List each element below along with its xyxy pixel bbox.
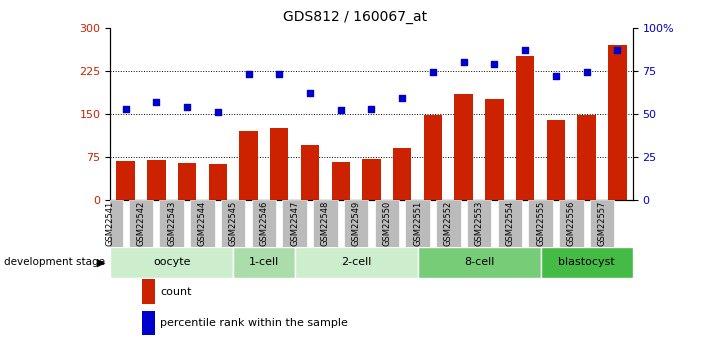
- Text: GSM22555: GSM22555: [536, 201, 545, 246]
- Text: GSM22553: GSM22553: [474, 201, 483, 246]
- Text: GSM22541: GSM22541: [106, 201, 114, 246]
- Bar: [363, 159, 380, 200]
- Point: [151, 99, 162, 105]
- Bar: [424, 115, 442, 200]
- Text: count: count: [160, 287, 191, 296]
- Bar: [301, 146, 319, 200]
- Point: [304, 90, 316, 96]
- Text: blastocyst: blastocyst: [558, 257, 615, 267]
- Text: percentile rank within the sample: percentile rank within the sample: [160, 318, 348, 327]
- Bar: [240, 131, 258, 200]
- Text: 8-cell: 8-cell: [464, 257, 494, 267]
- Bar: [117, 161, 135, 200]
- Point: [365, 106, 377, 111]
- Point: [520, 47, 531, 53]
- Bar: [190, 200, 215, 247]
- Bar: [547, 120, 565, 200]
- Text: GSM22552: GSM22552: [444, 201, 453, 246]
- Text: GSM22547: GSM22547: [290, 201, 299, 246]
- Text: 2-cell: 2-cell: [341, 257, 371, 267]
- Bar: [577, 115, 596, 200]
- Point: [458, 59, 469, 65]
- Bar: [270, 128, 289, 200]
- Point: [427, 70, 439, 75]
- Text: GSM22551: GSM22551: [413, 201, 422, 246]
- Point: [581, 70, 592, 75]
- Point: [274, 71, 285, 77]
- Bar: [436, 200, 461, 247]
- Bar: [178, 163, 196, 200]
- Text: GSM22543: GSM22543: [167, 201, 176, 246]
- Point: [550, 73, 562, 79]
- Bar: [589, 200, 614, 247]
- Bar: [485, 99, 503, 200]
- Bar: [282, 200, 307, 247]
- Point: [120, 106, 132, 111]
- Bar: [454, 94, 473, 200]
- Bar: [233, 247, 294, 278]
- Text: GSM22554: GSM22554: [506, 201, 514, 246]
- Bar: [375, 200, 399, 247]
- Bar: [498, 200, 522, 247]
- Text: GSM22549: GSM22549: [352, 201, 360, 246]
- Bar: [540, 247, 633, 278]
- Bar: [159, 200, 184, 247]
- Point: [335, 108, 346, 113]
- Bar: [405, 200, 430, 247]
- Text: GSM22557: GSM22557: [597, 201, 606, 246]
- Bar: [98, 200, 122, 247]
- Point: [243, 71, 255, 77]
- Point: [212, 109, 223, 115]
- Point: [397, 96, 408, 101]
- Text: ▶: ▶: [97, 257, 105, 267]
- Text: GDS812 / 160067_at: GDS812 / 160067_at: [284, 10, 427, 24]
- Point: [611, 47, 623, 53]
- Bar: [313, 200, 338, 247]
- Text: GSM22544: GSM22544: [198, 201, 207, 246]
- Text: GSM22550: GSM22550: [383, 201, 391, 246]
- Point: [488, 61, 500, 67]
- Text: GSM22545: GSM22545: [229, 201, 237, 246]
- Text: oocyte: oocyte: [153, 257, 191, 267]
- Bar: [147, 160, 166, 200]
- Bar: [393, 148, 412, 200]
- Bar: [559, 200, 584, 247]
- Point: [181, 104, 193, 110]
- Bar: [516, 56, 535, 200]
- Text: GSM22546: GSM22546: [260, 201, 269, 246]
- Bar: [252, 200, 276, 247]
- Text: GSM22556: GSM22556: [567, 201, 576, 246]
- Bar: [417, 247, 540, 278]
- Bar: [129, 200, 154, 247]
- Bar: [294, 247, 417, 278]
- Text: GSM22542: GSM22542: [137, 201, 146, 246]
- Bar: [608, 45, 626, 200]
- Bar: [528, 200, 553, 247]
- Bar: [331, 161, 350, 200]
- Bar: [221, 200, 245, 247]
- Text: development stage: development stage: [4, 257, 105, 267]
- Text: GSM22548: GSM22548: [321, 201, 330, 246]
- Bar: [110, 247, 233, 278]
- Text: 1-cell: 1-cell: [249, 257, 279, 267]
- Bar: [208, 164, 227, 200]
- Bar: [467, 200, 491, 247]
- Bar: [344, 200, 368, 247]
